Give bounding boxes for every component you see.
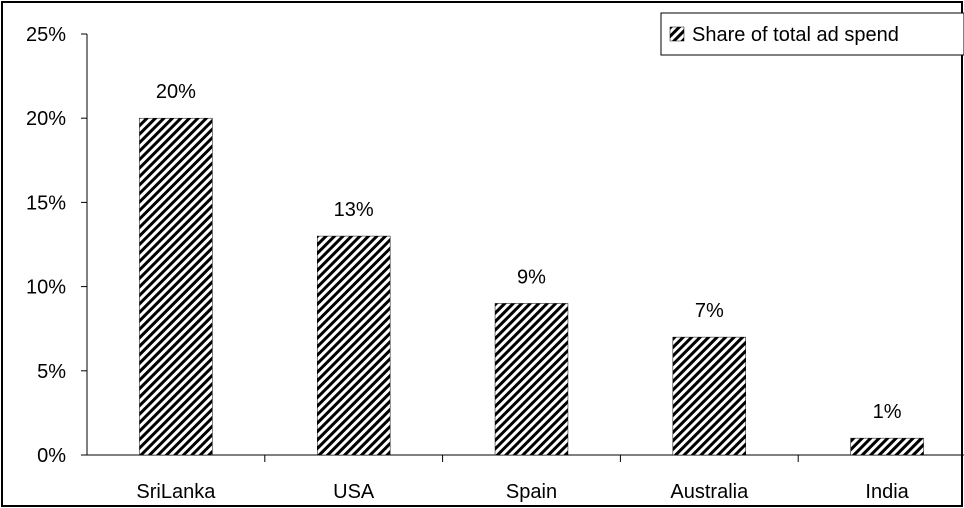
bar (494, 303, 569, 456)
y-tick-label: 15% (26, 192, 66, 214)
bar-data-label: 1% (873, 401, 902, 423)
x-category-label: Spain (506, 481, 557, 503)
bar (850, 437, 924, 456)
legend: Share of total ad spend (660, 12, 964, 56)
legend-swatch (669, 26, 685, 42)
x-category-label: India (865, 481, 909, 503)
y-tick-label: 0% (37, 445, 66, 467)
bar-data-label: 13% (334, 199, 374, 221)
data-labels-group: 20% 13% 9% 7% 1% (156, 81, 902, 423)
x-category-label: Australia (670, 481, 749, 503)
y-tick-label: 5% (37, 361, 66, 383)
legend-box (660, 12, 964, 56)
y-tick-label: 10% (26, 277, 66, 299)
category-labels-group: SriLanka USA Spain Australia India (136, 481, 909, 503)
y-tick-label: 20% (26, 108, 66, 130)
y-tick-label: 25% (26, 24, 66, 46)
bar-data-label: 7% (695, 300, 724, 322)
bar (139, 117, 213, 456)
bars-group (139, 117, 924, 456)
bar (317, 235, 391, 456)
y-axis-ticks: 0% 5% 10% 15% 20% 25% (26, 24, 87, 467)
x-category-label: SriLanka (136, 481, 216, 503)
bar (672, 336, 746, 456)
x-category-label: USA (333, 481, 375, 503)
bar-data-label: 9% (517, 266, 546, 288)
x-axis-ticks (264, 455, 799, 462)
legend-label: Share of total ad spend (692, 24, 899, 46)
bar-data-label: 20% (156, 81, 196, 103)
